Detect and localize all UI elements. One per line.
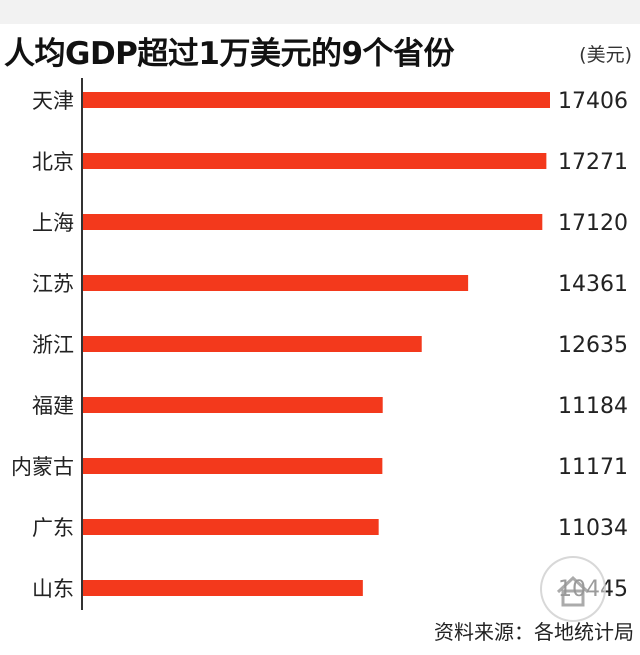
bar-9 bbox=[82, 580, 363, 596]
category-label: 福建 bbox=[32, 394, 74, 418]
bar-5 bbox=[82, 336, 422, 352]
value-label: 17120 bbox=[558, 211, 628, 236]
category-label: 山东 bbox=[32, 577, 74, 601]
category-label: 天津 bbox=[32, 89, 74, 113]
watermark-logo bbox=[540, 556, 606, 622]
value-label: 11034 bbox=[558, 516, 628, 541]
bar-8 bbox=[82, 519, 379, 535]
category-label: 上海 bbox=[32, 211, 74, 235]
value-label: 14361 bbox=[558, 272, 628, 297]
bar-4 bbox=[82, 275, 469, 291]
bar-6 bbox=[82, 397, 383, 413]
category-label: 广东 bbox=[32, 516, 74, 540]
bars-group bbox=[82, 92, 550, 596]
category-label: 浙江 bbox=[32, 333, 74, 357]
category-label: 江苏 bbox=[32, 272, 74, 296]
value-label: 17406 bbox=[558, 89, 628, 114]
value-labels-group: 17406 17271 17120 14361 12635 11184 11171 11034… bbox=[558, 89, 628, 602]
house-logo-icon bbox=[556, 575, 590, 607]
bar-7 bbox=[82, 458, 383, 474]
category-label: 内蒙古 bbox=[11, 455, 74, 479]
bar-3 bbox=[82, 214, 543, 230]
bar-1 bbox=[82, 92, 550, 108]
category-label: 北京 bbox=[32, 150, 74, 174]
chart-title: 人均GDP超过1万美元的9个省份 bbox=[4, 36, 455, 72]
value-label: 12635 bbox=[558, 333, 628, 358]
value-label: 11171 bbox=[558, 455, 628, 480]
source-note: 资料来源：各地统计局 bbox=[434, 620, 634, 644]
value-label: 11184 bbox=[558, 394, 628, 419]
value-label: 17271 bbox=[558, 150, 628, 175]
unit-label: (美元) bbox=[579, 44, 632, 66]
top-strip bbox=[0, 0, 640, 24]
bar-2 bbox=[82, 153, 547, 169]
